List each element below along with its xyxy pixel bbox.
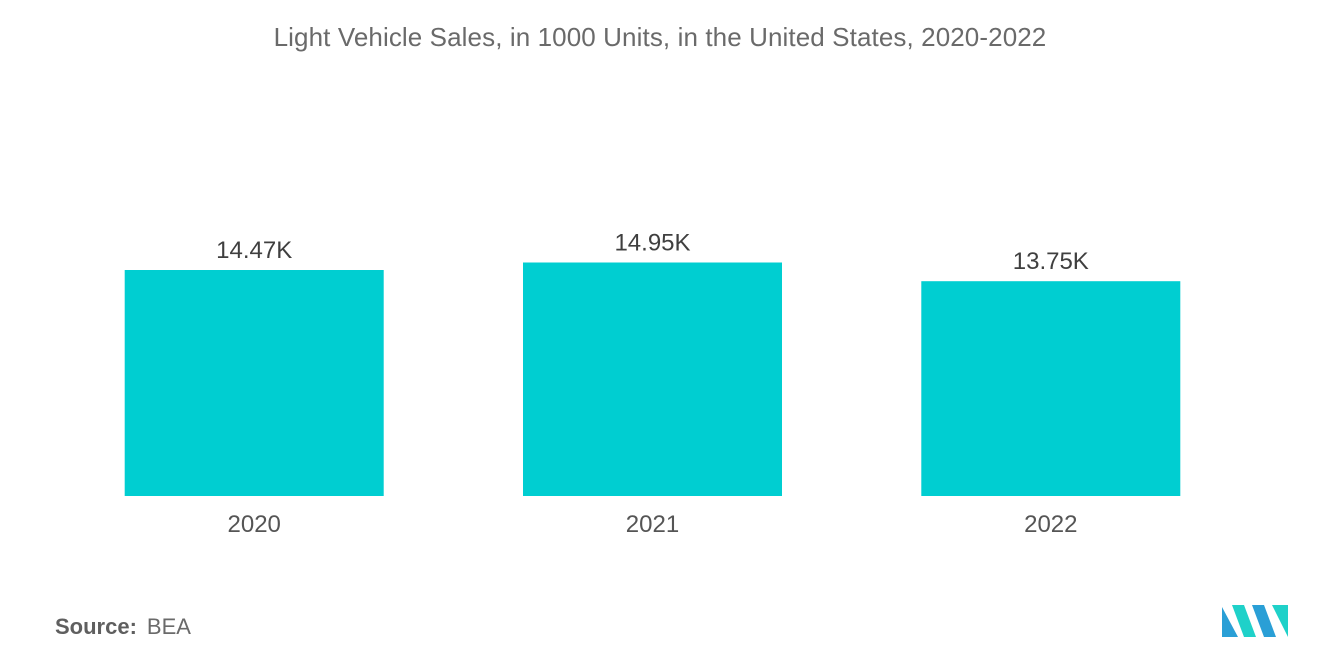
x-tick-label-2022: 2022 bbox=[1024, 511, 1077, 538]
bars-layer bbox=[124, 262, 1181, 496]
x-tick-label-2020: 2020 bbox=[228, 511, 281, 538]
bar-2020 bbox=[124, 270, 384, 496]
data-label-2022: 13.75K bbox=[1013, 248, 1089, 275]
mordor-intelligence-logo-icon bbox=[1222, 605, 1288, 637]
logo-shape-right bbox=[1272, 605, 1288, 637]
source-label: Source: bbox=[55, 614, 137, 639]
bar-2021 bbox=[523, 262, 782, 496]
chart-title: Light Vehicle Sales, in 1000 Units, in t… bbox=[273, 22, 1047, 52]
data-label-2021: 14.95K bbox=[614, 230, 690, 257]
data-label-2020: 14.47K bbox=[216, 237, 292, 264]
source-value: BEA bbox=[146, 614, 191, 639]
logo-shape-mid-left bbox=[1232, 605, 1256, 637]
source-note: Source: BEA bbox=[55, 614, 191, 640]
bar-2022 bbox=[921, 281, 1181, 496]
logo-shape-left bbox=[1222, 607, 1238, 637]
x-axis-tick-labels: 2020 2021 2022 bbox=[228, 511, 1078, 538]
x-tick-label-2021: 2021 bbox=[626, 511, 679, 538]
logo-shape-mid-right bbox=[1252, 605, 1276, 637]
data-labels-layer: 14.47K 14.95K 13.75K bbox=[216, 230, 1089, 276]
